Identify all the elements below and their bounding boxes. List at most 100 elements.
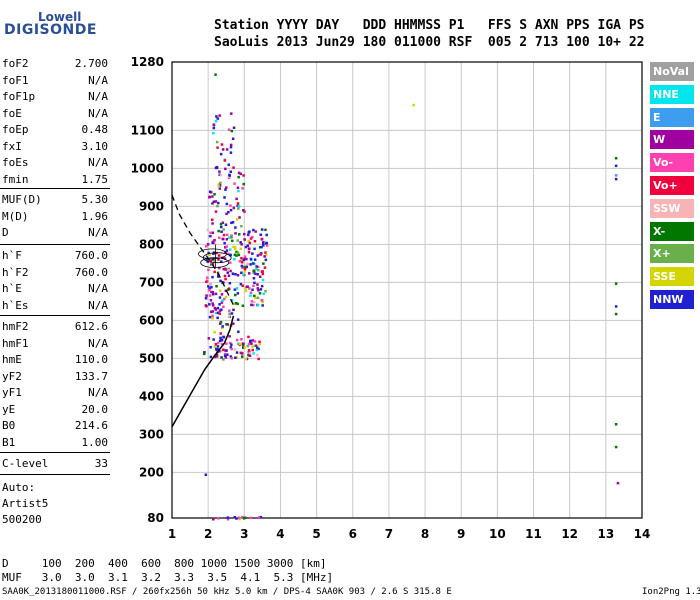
echo-point [223,257,227,260]
echo-point [214,210,218,213]
param-name: yF2 [2,369,22,383]
echo-point [218,182,222,186]
param-value: 1.75 [81,172,109,186]
echo-point [250,303,253,307]
legend-item-x: X+ [650,244,694,264]
auto-text: 500200 [2,513,42,526]
echo-point [216,348,219,351]
echo-point [256,353,259,357]
echo-point [204,304,208,307]
separator-line [0,188,110,189]
echo-point [225,202,229,206]
echo-point [204,473,208,477]
echo-point [228,309,231,312]
echo-point [243,346,246,349]
echo-point [256,283,259,286]
echo-point [614,423,618,426]
echo-point [212,304,215,307]
echo-point [216,146,219,149]
echo-point [234,247,237,250]
echo-point [203,351,206,354]
echo-point [237,342,240,345]
param-mufd: MUF(D) 5.30 [2,193,108,209]
echo-point [219,289,222,292]
echo-point [240,261,244,264]
echo-point [263,266,267,269]
echo-point [248,354,252,357]
echo-point [211,222,214,225]
echo-point [255,348,259,352]
echo-point [209,299,213,302]
echo-point [254,296,257,300]
header-labels: Station YYYY DAY DDD HHMMSS P1 FFS S AXN… [214,18,645,33]
param-name: h`F [2,249,22,262]
echo-point [225,186,228,189]
echo-point [220,293,224,296]
echo-point [228,335,231,338]
legend-item-x: X- [650,221,694,241]
echo-point [253,240,257,243]
echo-point [213,270,216,274]
echo-point [244,357,247,361]
echo-point [212,126,216,130]
echo-point [238,233,241,236]
echo-point [252,277,256,280]
echo-point [252,352,255,355]
echo-point [212,123,216,126]
echo-point [241,344,245,347]
echo-point [213,193,216,196]
echo-point [241,515,244,519]
y-tick-label: 600 [139,313,164,327]
echo-point [210,286,213,289]
echo-point [212,338,215,341]
echo-point [262,242,265,245]
echo-point [235,338,239,342]
echo-point [256,273,259,276]
echo-point [258,275,262,278]
echo-point [246,244,249,247]
y-tick-label: 400 [139,389,164,403]
echo-point [249,339,252,343]
echo-point [258,340,261,343]
echo-point [229,248,232,251]
echo-point [220,143,224,146]
echo-point [225,238,229,241]
echo-point [218,296,222,299]
echo-point [229,341,232,345]
echo-point [212,200,216,203]
muf-row: MUF 3.0 3.0 3.1 3.2 3.3 3.5 4.1 5.3 [MHz… [2,571,334,584]
echo-point [248,247,251,250]
echo-point [260,284,264,288]
param-name: B0 [2,419,16,432]
echo-point [252,262,255,265]
x-tick-label: 2 [204,527,212,541]
echo-point [251,348,254,352]
echo-point [236,274,240,277]
echo-point [259,253,262,256]
echo-point [252,303,255,307]
echo-point [251,345,254,348]
echo-point [229,346,233,349]
echo-point [614,312,618,316]
legend-item-nne: NNE [650,84,694,104]
echo-point [212,241,216,245]
echo-point [242,182,245,186]
param-yf2: yF2 133.7 [2,370,108,386]
param-foes: foEs N/A [2,156,108,172]
echo-point [206,243,210,246]
echo-point [204,297,208,300]
echo-point [252,271,255,274]
echo-point [261,304,264,307]
echo-point [218,236,221,239]
param-value: 760.0 [74,265,108,279]
echo-point [221,325,224,328]
echo-point [260,299,264,302]
separator-line [0,315,110,316]
echo-point [230,221,233,225]
echo-point [239,247,242,250]
echo-point [216,355,220,358]
echo-point [229,261,232,264]
echo-point [242,174,245,177]
echo-point [216,306,220,310]
param-name: MUF(D) [2,193,42,206]
